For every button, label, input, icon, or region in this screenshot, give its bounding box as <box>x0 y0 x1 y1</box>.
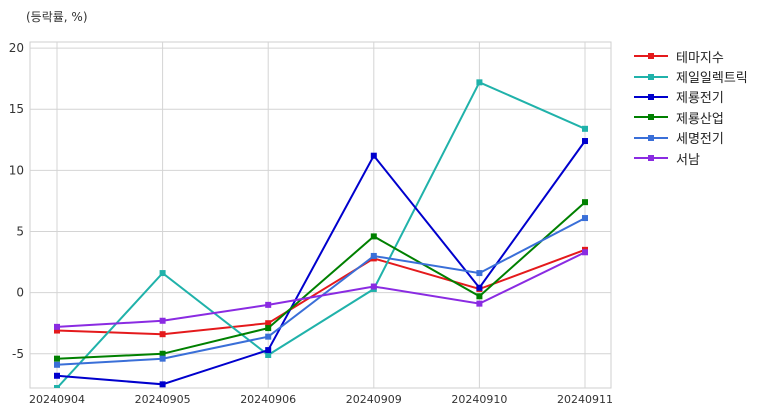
legend-swatch <box>634 133 668 143</box>
series-line-1 <box>56 81 586 388</box>
series-point <box>54 372 60 379</box>
series-point <box>159 331 166 338</box>
legend-item: 제일일렉트릭 <box>634 66 748 86</box>
legend-item: 제룡산업 <box>634 107 748 127</box>
legend-label: 제룡전기 <box>676 91 724 107</box>
legend-item: 제룡전기 <box>634 87 748 107</box>
x-tick-label: 20240906 <box>240 393 296 406</box>
series-point <box>265 333 272 340</box>
legend-item: 서남 <box>634 148 748 168</box>
y-tick-label: 20 <box>9 41 24 55</box>
series-point <box>159 317 166 324</box>
series-point <box>265 325 272 332</box>
series-point <box>159 350 166 357</box>
series-line-5 <box>56 251 586 328</box>
series-group <box>54 79 588 388</box>
series-point <box>370 252 377 259</box>
y-tick-label: 0 <box>16 286 24 300</box>
legend-swatch <box>634 153 668 163</box>
legend-swatch <box>634 92 668 102</box>
x-tick-label: 20240905 <box>135 393 191 406</box>
series-point <box>370 152 377 159</box>
series-point <box>582 215 588 222</box>
series-point <box>582 125 588 132</box>
series-point <box>54 323 60 330</box>
unit-label: (등락률, %) <box>26 10 88 24</box>
series-point <box>265 320 272 327</box>
y-tick-label: 5 <box>16 225 24 239</box>
legend-label: 세명전기 <box>676 132 724 148</box>
series-point <box>265 351 272 358</box>
y-tick-label: 10 <box>9 163 24 177</box>
series-point <box>370 283 377 290</box>
plot-area <box>29 41 612 389</box>
legend-swatch <box>634 51 668 61</box>
series-point <box>582 249 588 256</box>
legend-label: 서남 <box>676 152 700 168</box>
legend-swatch <box>634 72 668 82</box>
series-point <box>54 361 60 368</box>
legend-swatch <box>634 112 668 122</box>
x-tick-label: 20240910 <box>451 393 507 406</box>
series-point <box>582 199 588 206</box>
y-tick-label: 15 <box>9 102 24 116</box>
series-point <box>476 284 483 291</box>
series-point <box>476 79 483 86</box>
y-tick-label: -5 <box>12 347 24 361</box>
series-line-0 <box>56 248 586 336</box>
series-point <box>476 270 483 277</box>
series-point <box>54 327 60 334</box>
series-point <box>476 300 483 307</box>
series-point <box>159 381 166 388</box>
legend-label: 제일일렉트릭 <box>676 71 748 87</box>
series-point <box>582 138 588 145</box>
series-point <box>159 270 166 277</box>
x-tick-label: 20240909 <box>346 393 402 406</box>
series-point <box>265 347 272 354</box>
series-point <box>265 301 272 308</box>
series-line-3 <box>56 201 586 360</box>
series-point <box>54 355 60 362</box>
legend-label: 테마지수 <box>676 50 724 66</box>
series-point <box>370 233 377 240</box>
series-point <box>159 355 166 362</box>
legend-item: 테마지수 <box>634 46 748 66</box>
series-point <box>54 385 60 388</box>
legend-label: 제룡산업 <box>676 111 724 127</box>
x-tick-label: 20240904 <box>29 393 85 406</box>
series-point <box>476 293 483 300</box>
legend-item: 세명전기 <box>634 128 748 148</box>
x-tick-label: 20240911 <box>557 393 613 406</box>
